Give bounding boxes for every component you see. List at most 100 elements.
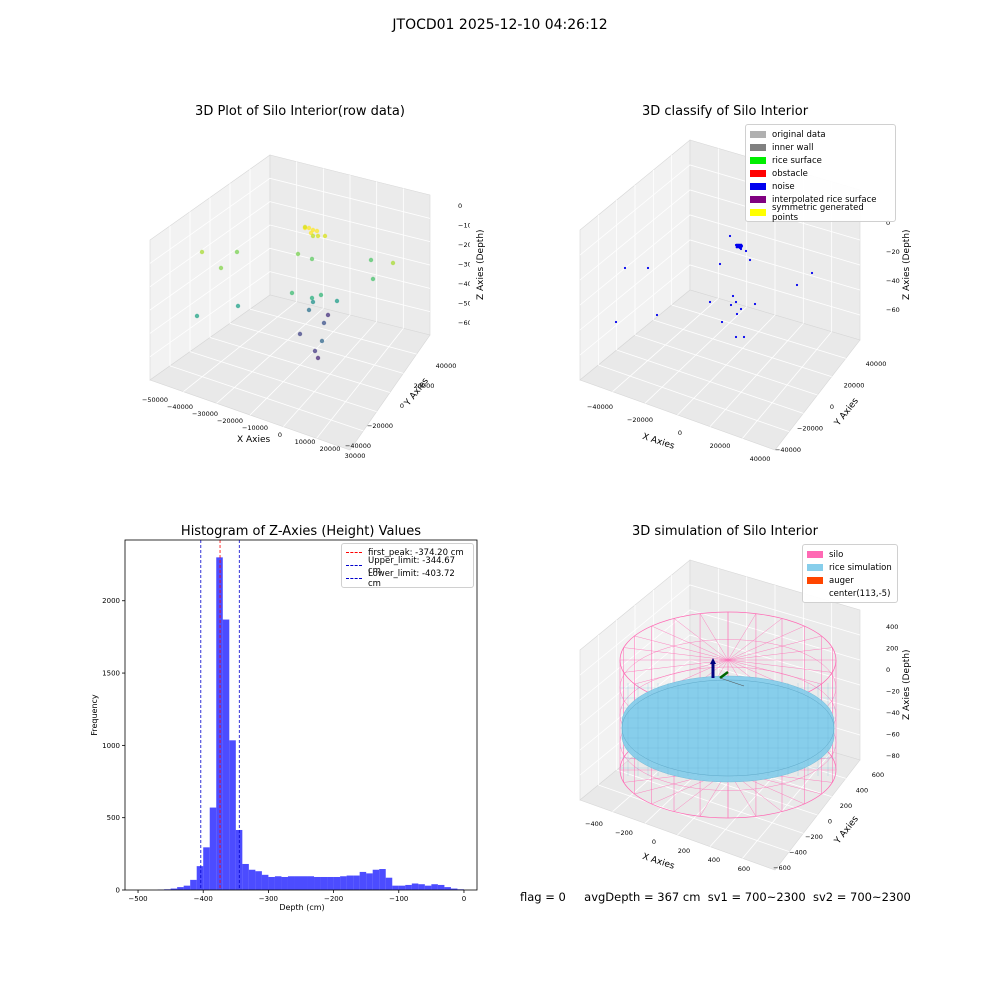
- legend-label: center(113,-5): [829, 588, 891, 599]
- x-tick-label: 0: [678, 429, 682, 437]
- histogram-bar: [248, 869, 256, 890]
- noise-point: [728, 234, 732, 238]
- y-tick-label: −20000: [367, 422, 393, 430]
- noise-point: [739, 243, 743, 247]
- y-tick-label: −40000: [345, 442, 371, 450]
- histogram-bar: [235, 829, 243, 890]
- legend-swatch: [750, 183, 766, 190]
- data-point: [312, 348, 318, 354]
- z-tick-label: −30000: [458, 261, 470, 269]
- legend-entry: interpolated rice surface: [750, 193, 890, 206]
- noise-point: [735, 245, 739, 249]
- panel2-points: [614, 234, 814, 339]
- x-tick-label: 600: [738, 865, 750, 873]
- legend-swatch: [750, 196, 766, 203]
- panel4-tick-labels: −400 −200 0 200 400 600 600 400 200 0 −200 −400 −600…: [585, 623, 900, 873]
- histogram-bar: [366, 873, 373, 890]
- data-point: [199, 249, 205, 255]
- z-tick-label: −800: [886, 752, 900, 760]
- silo-roof-line: [623, 647, 729, 661]
- data-point: [315, 355, 321, 361]
- legend-entry: symmetric generated points: [750, 203, 890, 223]
- noise-point: [646, 266, 650, 270]
- histogram-bars: [157, 557, 464, 890]
- panel1-points: [194, 224, 396, 361]
- histogram-bar: [261, 874, 269, 890]
- x-tick-label: −200: [324, 895, 343, 903]
- panel4-legend: silo rice simulation auger center(113,-5): [802, 544, 898, 603]
- panel1-3d-scatter: −50000−40000−30000−20000−100000100002000…: [142, 154, 470, 460]
- legend-entry: rice surface: [750, 154, 890, 167]
- silo-roof-line: [634, 635, 729, 661]
- x-tick-label: 0: [652, 838, 656, 846]
- panel2-title: 3D classify of Silo Interior: [641, 104, 809, 119]
- histogram-bar: [287, 876, 295, 890]
- histogram-bar: [222, 619, 230, 890]
- noise-point: [731, 294, 735, 298]
- histogram-bar: [405, 884, 412, 890]
- floor-grid-line: [742, 331, 832, 439]
- legend-entry: auger: [807, 574, 892, 587]
- noise-point: [735, 312, 739, 316]
- legend-entry: first_peak: -374.20 cm: [346, 546, 468, 559]
- y-tick-label: 0: [828, 818, 832, 826]
- histogram-ylabel: Frequency: [90, 694, 99, 736]
- x-tick-label: −30000: [192, 410, 218, 418]
- silo-roof-line: [727, 635, 822, 661]
- x-tick-label: −300: [259, 895, 278, 903]
- legend-entry: Upper_limit: -344.67 cm: [346, 556, 468, 576]
- panel1-title: 3D Plot of Silo Interior(row data): [195, 104, 405, 119]
- legend-entry: rice simulation: [807, 561, 892, 574]
- y-tick-label: 1500: [102, 670, 120, 678]
- x-tick-label: 400: [708, 856, 720, 864]
- histogram-bar: [216, 557, 223, 890]
- histogram-bar: [170, 888, 178, 890]
- histogram-bar: [392, 885, 399, 890]
- legend-entry: original data: [750, 128, 890, 141]
- noise-point: [737, 243, 741, 247]
- auger-y-arrow: [719, 671, 729, 679]
- panel2-zlabel: Z Axies (Depth): [902, 229, 912, 300]
- histogram-bar: [379, 869, 386, 890]
- legend-swatch: [807, 564, 823, 571]
- x-tick-label: 0: [462, 895, 466, 903]
- y-tick-label: 500: [107, 814, 120, 822]
- noise-point: [795, 283, 799, 287]
- noise-point: [655, 313, 659, 317]
- histogram-bar: [385, 877, 393, 890]
- legend-swatch: [750, 209, 766, 216]
- legend-label: auger: [829, 575, 854, 586]
- noise-point: [614, 320, 618, 324]
- figure-title: JTOCD01 2025-12-10 04:26:12: [392, 17, 608, 33]
- histogram-bar: [268, 876, 275, 890]
- legend-line-sample: [346, 565, 362, 566]
- legend-swatch: [750, 131, 766, 138]
- histogram-bar: [398, 885, 406, 890]
- histogram-bar: [301, 876, 308, 890]
- status-footer: flag = 0 avgDepth = 367 cm sv1 = 700~230…: [520, 890, 911, 904]
- histogram-bar: [209, 807, 217, 890]
- histogram-bar: [255, 871, 262, 890]
- z-tick-label: −600: [886, 731, 900, 739]
- data-point: [319, 338, 325, 344]
- z-tick-label: 400: [886, 623, 898, 631]
- panel3-title: Histogram of Z-Axies (Height) Values: [180, 524, 422, 539]
- data-point: [310, 233, 316, 239]
- x-tick-label: −10000: [242, 424, 268, 432]
- legend-swatch: [807, 590, 823, 597]
- legend-line-sample: [346, 578, 362, 579]
- histogram-bar: [333, 876, 341, 890]
- floor-grid-line: [316, 328, 404, 439]
- legend-swatch: [750, 157, 766, 164]
- legend-label: Upper_limit: -344.67 cm: [368, 555, 456, 576]
- legend-swatch: [750, 144, 766, 151]
- z-tick-label: 200: [886, 645, 898, 653]
- y-tick-label: 0: [116, 887, 120, 895]
- x-tick-label: −100: [389, 895, 408, 903]
- noise-point: [744, 249, 748, 253]
- z-tick-label: −200: [886, 688, 900, 696]
- z-tick-label: −400: [886, 709, 900, 717]
- legend-entry: center(113,-5): [807, 587, 892, 600]
- x-tick-label: −20000: [217, 417, 243, 425]
- histogram-bar: [411, 883, 419, 890]
